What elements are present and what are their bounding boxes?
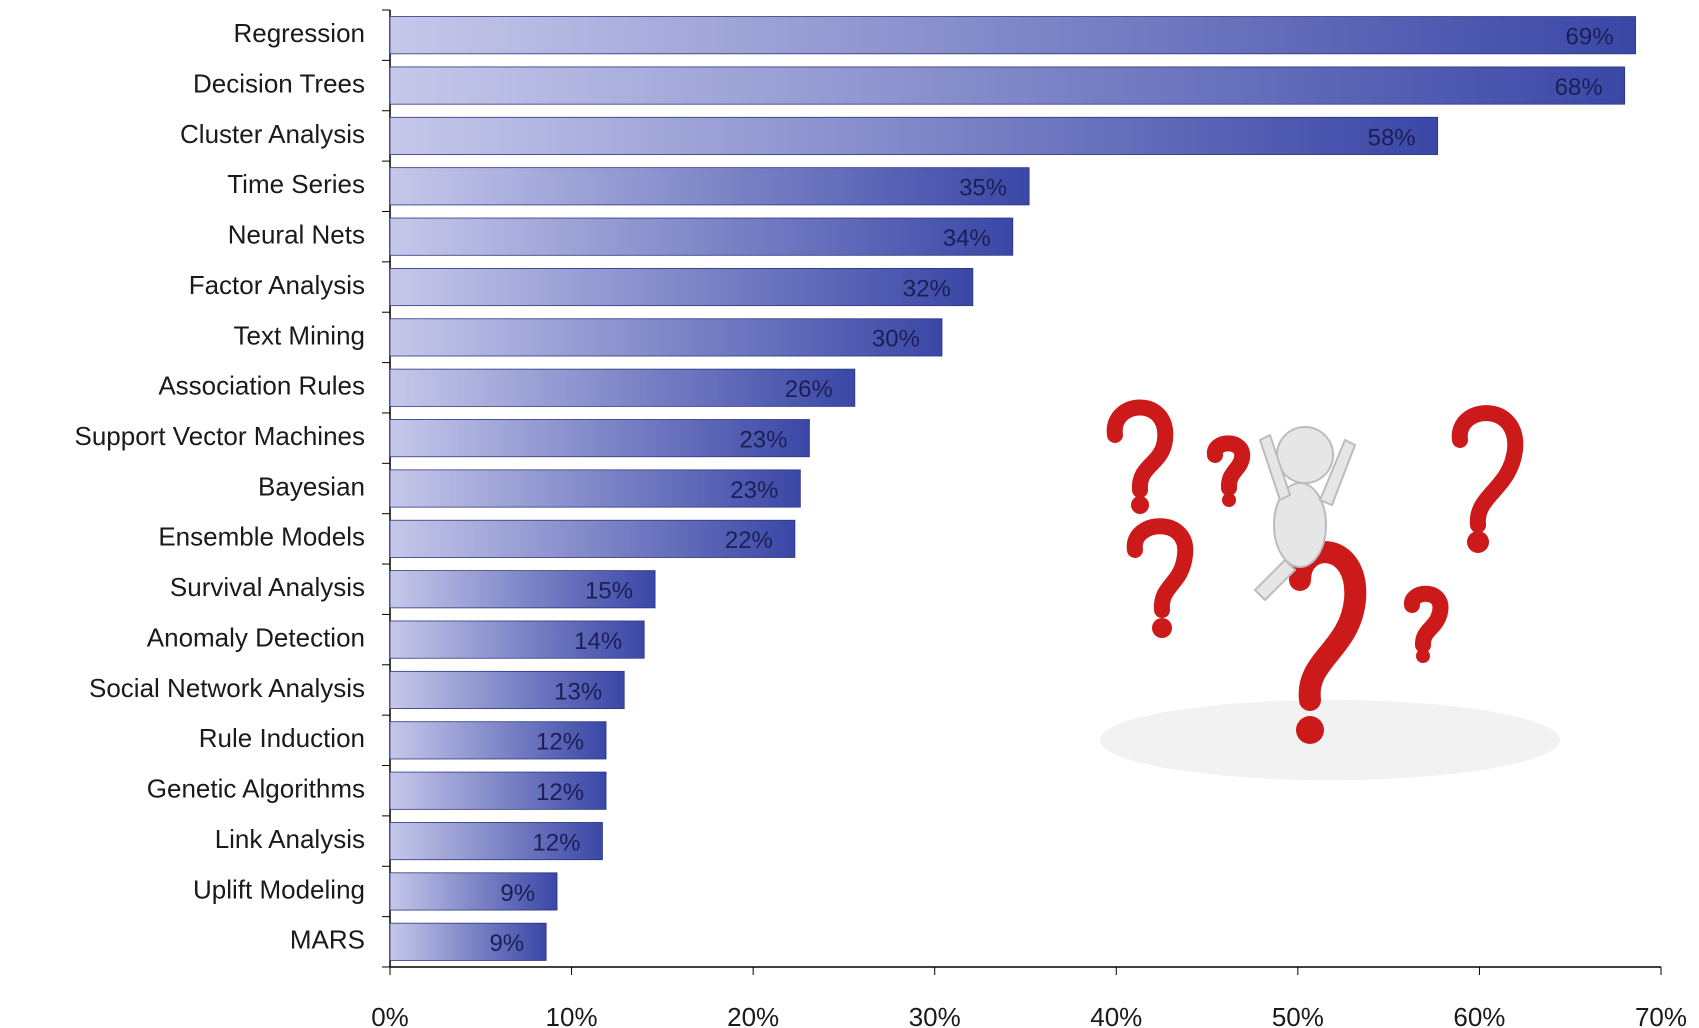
x-tick-label: 60% [1453, 1002, 1505, 1028]
value-label: 15% [585, 578, 633, 605]
bar [389, 771, 607, 810]
bar [389, 721, 607, 760]
bar [389, 419, 810, 458]
bar [389, 469, 801, 508]
value-label: 68% [1555, 74, 1603, 101]
bar [389, 519, 796, 558]
bar [389, 318, 943, 357]
category-label: Survival Analysis [170, 572, 365, 602]
x-tick-label: 50% [1272, 1002, 1324, 1028]
category-label: Support Vector Machines [75, 421, 366, 451]
category-label: Time Series [227, 169, 365, 199]
category-label: Regression [233, 18, 365, 48]
category-label: Social Network Analysis [89, 673, 365, 703]
value-label: 26% [785, 376, 833, 403]
category-label: Factor Analysis [189, 270, 365, 300]
value-label: 13% [554, 678, 602, 705]
category-label: Rule Induction [199, 723, 365, 753]
value-label: 35% [959, 175, 1007, 202]
bar [389, 620, 645, 659]
value-label: 58% [1368, 124, 1416, 151]
x-tick-label: 30% [909, 1002, 961, 1028]
bar [389, 872, 558, 911]
value-label: 22% [725, 527, 773, 554]
clip-art [1100, 399, 1560, 780]
category-label: Text Mining [234, 320, 366, 350]
bar [389, 16, 1636, 55]
bar [389, 670, 625, 710]
category-label: Bayesian [258, 471, 365, 501]
category-label: Anomaly Detection [147, 622, 365, 652]
x-tick-label: 0% [371, 1002, 409, 1028]
x-tick-label: 10% [546, 1002, 598, 1028]
bar [389, 217, 1014, 256]
category-label: Genetic Algorithms [147, 774, 365, 804]
bar [389, 116, 1439, 155]
category-label: Association Rules [158, 371, 365, 401]
bar [389, 267, 974, 307]
category-label: Cluster Analysis [180, 119, 365, 149]
value-label: 12% [536, 729, 584, 756]
bar [389, 167, 1030, 206]
value-label: 34% [943, 225, 991, 252]
category-label: Uplift Modeling [193, 874, 365, 904]
bar [389, 66, 1626, 105]
x-tick-label: 40% [1090, 1002, 1142, 1028]
value-label: 14% [574, 628, 622, 655]
bar [389, 922, 547, 961]
value-label: 12% [532, 829, 580, 856]
category-label: MARS [290, 925, 365, 955]
bar [389, 570, 656, 609]
category-label: Decision Trees [193, 68, 365, 98]
value-label: 30% [872, 326, 920, 353]
value-label: 9% [489, 930, 524, 957]
value-label: 69% [1566, 24, 1614, 51]
value-label: 32% [903, 275, 951, 302]
value-label: 23% [730, 477, 778, 504]
bar [389, 368, 856, 407]
value-label: 9% [500, 880, 535, 907]
category-label: Link Analysis [215, 824, 365, 854]
value-label: 23% [739, 426, 787, 453]
category-label: Ensemble Models [158, 522, 365, 552]
bar [389, 822, 603, 861]
x-tick-label: 70% [1635, 1002, 1687, 1028]
value-label: 12% [536, 779, 584, 806]
x-tick-label: 20% [727, 1002, 779, 1028]
category-label: Neural Nets [228, 220, 365, 250]
